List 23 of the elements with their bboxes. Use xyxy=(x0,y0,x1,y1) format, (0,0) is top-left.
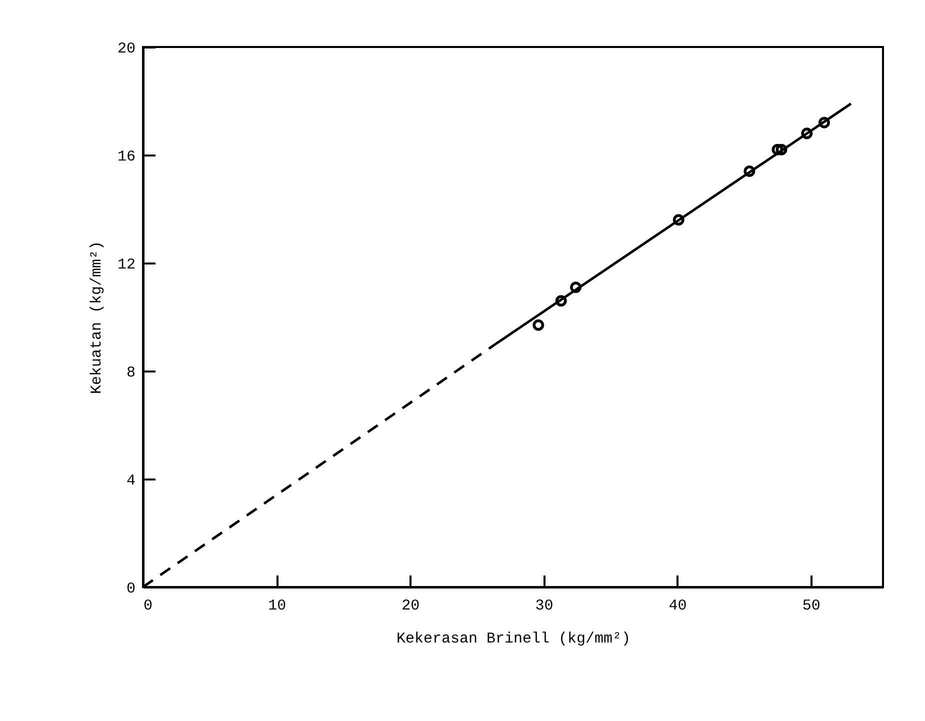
x-tick-label: 10 xyxy=(268,598,286,614)
y-tick-label: 12 xyxy=(117,256,136,274)
y-tick-label: 8 xyxy=(126,364,136,382)
x-axis-title: Kekerasan Brinell (kg/mm²) xyxy=(396,630,631,648)
point xyxy=(801,128,813,140)
point xyxy=(818,116,830,128)
y-tick-label: 16 xyxy=(117,148,136,166)
y-axis-title: Kekuatan (kg/mm²) xyxy=(88,240,106,394)
y-tick-label: 0 xyxy=(126,580,136,598)
x-tick-label: 20 xyxy=(402,598,420,614)
x-tick-label: 40 xyxy=(668,598,687,614)
point xyxy=(555,295,567,307)
point xyxy=(532,319,544,331)
point xyxy=(776,144,788,156)
point xyxy=(672,214,684,226)
point xyxy=(744,165,756,177)
y-tick-label: 4 xyxy=(126,472,136,490)
point xyxy=(772,144,784,156)
point xyxy=(570,282,582,294)
x-tick-label: 30 xyxy=(535,598,554,614)
x-tick-label: 50 xyxy=(802,598,820,614)
y-tick-label: 20 xyxy=(117,40,136,58)
x-tick-label: 0 xyxy=(144,598,153,614)
